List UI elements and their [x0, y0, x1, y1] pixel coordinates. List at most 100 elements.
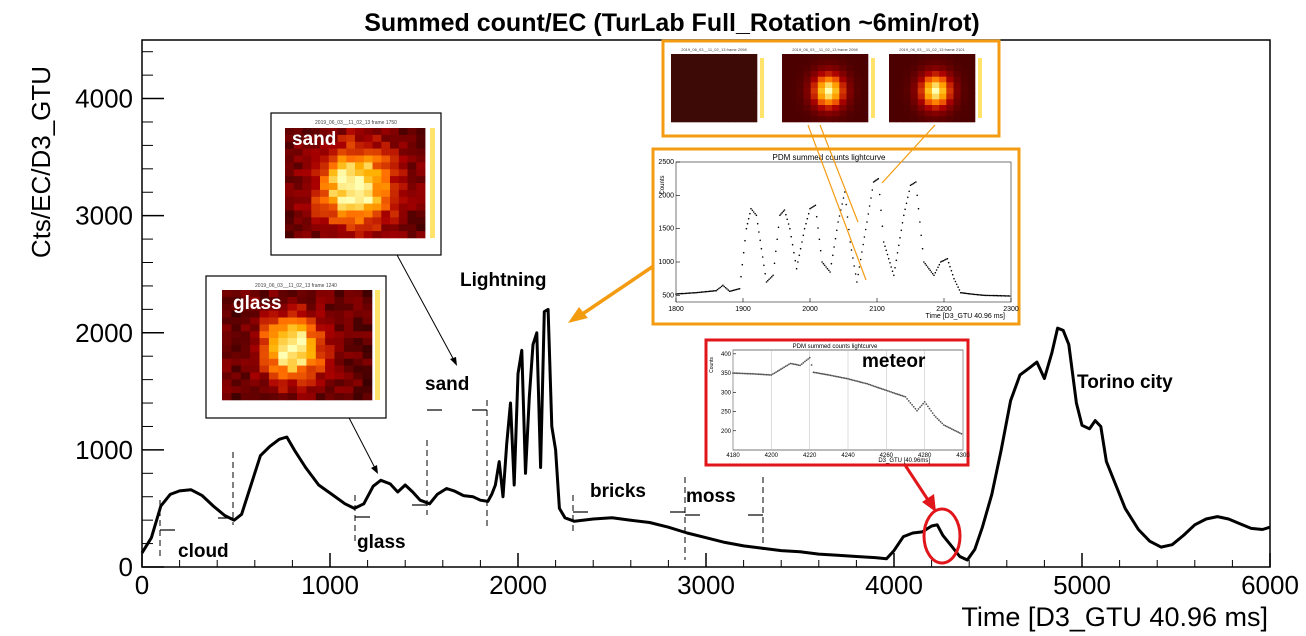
- lightning-frame-pixel: [839, 54, 847, 60]
- lc-point: [741, 263, 744, 266]
- lightning-frame-pixel: [917, 110, 926, 117]
- lc-point: [842, 197, 845, 199]
- lc-point: [791, 243, 794, 246]
- glass-pointer-head: [371, 465, 378, 474]
- lightning-frame-pixel: [896, 88, 904, 94]
- lightning-frame-pixel: [960, 110, 969, 117]
- meteor-x-tick-label: 4180: [726, 453, 740, 459]
- lightning-frame-pixel: [685, 116, 693, 123]
- lc-point: [882, 241, 885, 243]
- heatmap-pixel: [240, 365, 251, 373]
- lightning-frame-pixel: [817, 105, 826, 111]
- heatmap-pixel: [362, 351, 373, 360]
- heatmap-pixel: [337, 169, 347, 177]
- lc-point: [923, 261, 925, 263]
- heatmap-pixel: [398, 169, 408, 177]
- lc-point: [987, 294, 989, 297]
- heatmap-pixel: [381, 189, 391, 198]
- heatmap-pixel: [334, 386, 345, 394]
- heatmap-pixel: [259, 365, 270, 373]
- meteor-point: [911, 403, 913, 406]
- lc-point: [756, 222, 759, 225]
- lightning-frame-pixel: [860, 99, 869, 106]
- heatmap-pixel: [287, 379, 298, 387]
- lightning-frame-pixel: [803, 116, 811, 123]
- lightning-frame-pixel: [796, 65, 804, 72]
- lightning-frame-pixel: [721, 76, 729, 83]
- meteor-point: [759, 373, 762, 376]
- lc-point: [823, 264, 826, 267]
- lightning-frame-pixel: [896, 54, 904, 60]
- lightning-frame-pixel: [860, 88, 869, 94]
- lightning-frame-pixel: [853, 93, 862, 100]
- heatmap-pixel: [355, 134, 365, 143]
- lc-point: [998, 294, 1000, 297]
- heatmap-pixel: [416, 224, 426, 232]
- lightning-frame-pixel: [946, 116, 954, 123]
- lightning-frame-colorbar: [760, 58, 764, 118]
- lc-point: [938, 263, 941, 266]
- lightning-frame-pixel: [671, 71, 679, 77]
- lightning-frame-pixel: [932, 82, 940, 89]
- lc-point: [745, 227, 748, 230]
- lightning-frame-pixel: [932, 76, 940, 83]
- lightning-frame-pixel: [839, 59, 847, 66]
- lightning-frame-pixel: [810, 76, 819, 83]
- lightning-frame-pixel: [889, 110, 897, 117]
- lc-point: [789, 227, 791, 230]
- heatmap-pixel: [337, 176, 347, 184]
- heatmap-pixel: [416, 134, 426, 143]
- meteor-point: [942, 424, 945, 426]
- heatmap-pixel: [390, 162, 400, 170]
- lc-point: [982, 294, 984, 297]
- lc-point: [943, 259, 946, 261]
- heatmap-pixel: [343, 386, 354, 394]
- lightning-frame-pixel: [932, 59, 940, 66]
- heatmap-pixel: [328, 183, 338, 191]
- lightning-frame-pixel: [728, 76, 736, 83]
- heatmap-pixel: [293, 231, 303, 239]
- heatmap-pixel: [320, 134, 330, 143]
- lc-point: [684, 292, 687, 295]
- heatmap-pixel: [362, 317, 373, 325]
- lightning-frame-pixel: [728, 82, 736, 89]
- heatmap-pixel: [302, 183, 312, 191]
- heatmap-pixel: [355, 231, 365, 239]
- lc-point: [815, 215, 818, 218]
- lightning-frame-pixel: [699, 88, 708, 94]
- heatmap-pixel: [363, 224, 373, 232]
- lc-y-tick-label: 1500: [658, 226, 674, 233]
- lc-point: [988, 294, 991, 297]
- lc-point: [740, 275, 742, 278]
- lc-point: [889, 262, 891, 264]
- lightning-frame-pixel: [803, 105, 811, 111]
- lightning-frame-pixel: [860, 110, 869, 117]
- meteor-point: [917, 408, 920, 410]
- heatmap-pixel: [353, 296, 363, 305]
- lightning-frame-pixel: [728, 54, 736, 60]
- heatmap-pixel: [381, 128, 391, 136]
- lightning-frame-pixel: [939, 88, 947, 94]
- lightcurve-inset: PDM summed counts lightcurve Counts Time…: [651, 147, 1021, 326]
- heatmap-pixel: [285, 189, 295, 198]
- meteor-point: [912, 405, 915, 408]
- lightning-frame-pixel: [832, 82, 840, 89]
- meteor-point: [882, 388, 884, 391]
- heatmap-pixel: [337, 162, 347, 170]
- lc-point: [802, 234, 805, 237]
- heatmap-pixel: [381, 210, 391, 218]
- heatmap-pixel: [390, 155, 400, 163]
- heatmap-pixel: [363, 148, 373, 156]
- lightning-frame-pixel: [960, 99, 969, 106]
- lightning-frame-pixel: [946, 71, 954, 77]
- lc-point: [874, 180, 876, 182]
- meteor-point: [880, 387, 883, 390]
- heatmap-pixel: [325, 351, 335, 360]
- heatmap-pixel: [320, 176, 330, 184]
- heatmap-pixel: [320, 148, 330, 156]
- lc-point: [807, 212, 810, 215]
- lc-point: [751, 209, 754, 212]
- heatmap-pixel: [278, 331, 288, 339]
- lightning-frame-pixel: [953, 71, 961, 77]
- lightning-frame-pixel: [953, 76, 961, 83]
